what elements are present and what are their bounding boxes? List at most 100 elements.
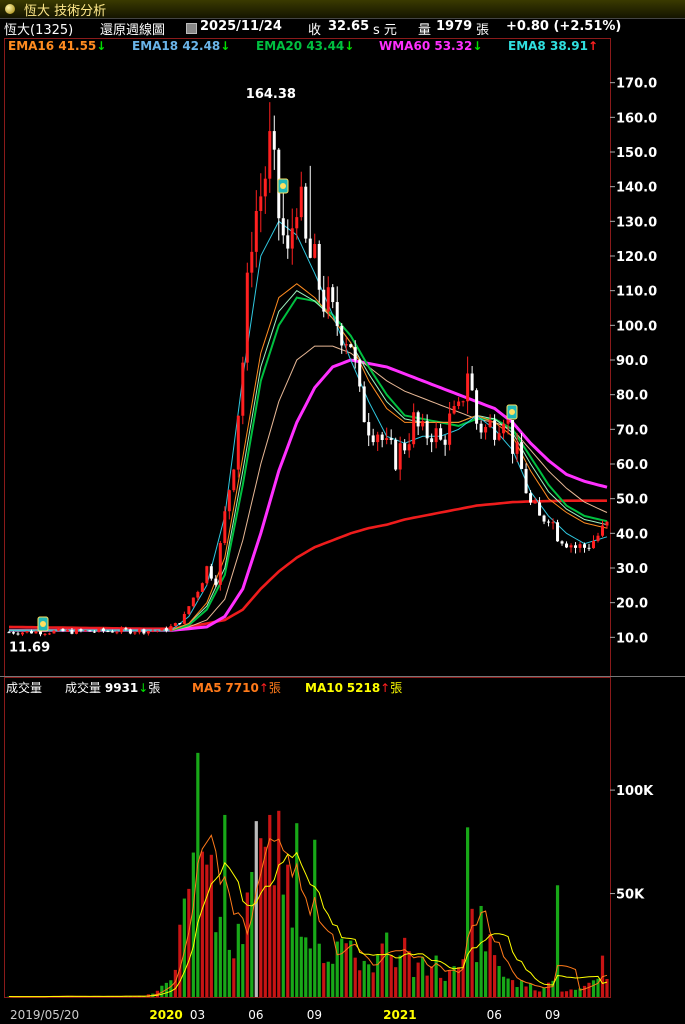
volume-bar [519, 980, 524, 997]
candle [394, 437, 398, 471]
candle [583, 542, 587, 553]
x-tick-label: 2020 [149, 1008, 182, 1022]
volume-bar [479, 905, 483, 997]
candle [254, 190, 258, 268]
volume-bar [461, 959, 465, 997]
candle-body [196, 591, 200, 598]
volume-bar [160, 985, 164, 997]
candle [560, 540, 564, 546]
candle-body [520, 442, 524, 469]
candle [101, 627, 105, 633]
volume-bar [501, 976, 506, 997]
candle [56, 627, 60, 632]
candle [371, 428, 375, 446]
volume-bar [317, 943, 321, 997]
volume-tick-label: 50K [616, 888, 645, 903]
candle-body [155, 630, 159, 632]
candle-body [173, 623, 177, 626]
legend-ma5-name: MA5 [192, 681, 222, 695]
candle [142, 628, 146, 635]
candle-body [569, 545, 573, 548]
price-tick-label: 90.0 [616, 354, 648, 369]
candle-body [407, 444, 411, 451]
volume-bar [236, 923, 240, 997]
close-label: 收 [308, 23, 322, 38]
window-titlebar[interactable]: 恆大 技術分析 [0, 0, 685, 19]
candle [578, 541, 582, 553]
legend-ma10: MA10 5218↑張 [305, 679, 402, 696]
window-orb-icon[interactable] [5, 4, 15, 14]
x-tick-label: 06 [248, 1008, 263, 1022]
candle-body [416, 412, 420, 427]
legend-volume-unit: 張 [148, 681, 161, 695]
volume-bar [389, 955, 393, 997]
candle [200, 582, 204, 592]
volume-bar [367, 964, 371, 997]
price-annotation: 11.69 [9, 640, 50, 655]
volume-bar [191, 852, 195, 997]
volume-bar [358, 970, 362, 997]
candle-body [110, 631, 114, 633]
volume-bar [196, 752, 200, 997]
candle [7, 631, 11, 634]
legend-volume-name: 成交量 [65, 681, 102, 695]
candle [349, 343, 353, 349]
volume-bar [268, 814, 272, 997]
candle [574, 542, 578, 554]
candle [448, 401, 452, 451]
candle-body [133, 632, 137, 634]
candle [61, 628, 65, 632]
candle-body [448, 413, 452, 445]
x-tick-label: 2021 [383, 1008, 416, 1022]
candle-body [214, 578, 218, 585]
stock-name: 恆大(1325) [4, 23, 74, 38]
candle [322, 275, 326, 318]
candle [277, 147, 281, 241]
volume-bar [245, 892, 249, 997]
candle-body [371, 435, 375, 443]
candle [160, 627, 164, 631]
candle-body [353, 347, 357, 361]
candle [11, 631, 15, 635]
candle-body [470, 373, 474, 391]
info-bar: 恆大(1325) 還原週線圖 2025/11/24 收 32.65 s 元 量 … [0, 18, 685, 38]
price-tick-label: 150.0 [616, 146, 657, 161]
candle-body [362, 386, 366, 423]
legend-ema8-name: EMA8 [508, 39, 546, 53]
price-tick-label: 130.0 [616, 215, 657, 230]
chart-mode[interactable]: 還原週線圖 [100, 23, 166, 38]
x-tick-label: 09 [545, 1008, 560, 1022]
candle-body [52, 630, 56, 634]
volume-bar [227, 949, 231, 997]
legend-ema18: EMA18 42.48↓ [132, 39, 230, 53]
candle-body [394, 439, 398, 470]
candle [151, 628, 155, 633]
window-title: 恆大 技術分析 [24, 4, 107, 19]
dividend-coin [40, 621, 46, 627]
price-panel-frame [4, 38, 611, 677]
candle-body [484, 426, 488, 433]
candle [439, 423, 443, 441]
volume-bar [259, 838, 263, 997]
candle-body [79, 629, 83, 631]
candle-body [389, 438, 393, 440]
candle [457, 397, 461, 410]
candle-body [326, 287, 330, 312]
candle-body [223, 511, 227, 544]
volume-bar [304, 937, 308, 997]
candle-body [331, 287, 335, 303]
candle-body [452, 406, 456, 414]
candle-body [340, 325, 344, 346]
volume-bar [182, 898, 186, 997]
candle [416, 410, 420, 436]
volume-bar [313, 839, 317, 997]
volume-bar [241, 944, 245, 997]
volume-bar [421, 956, 425, 997]
volume-bar [205, 864, 209, 997]
down-arrow-icon: ↓ [472, 39, 483, 53]
candle-body [421, 421, 425, 427]
candle-body [322, 289, 326, 312]
candle-body [106, 631, 110, 633]
volume-bar [425, 975, 429, 997]
